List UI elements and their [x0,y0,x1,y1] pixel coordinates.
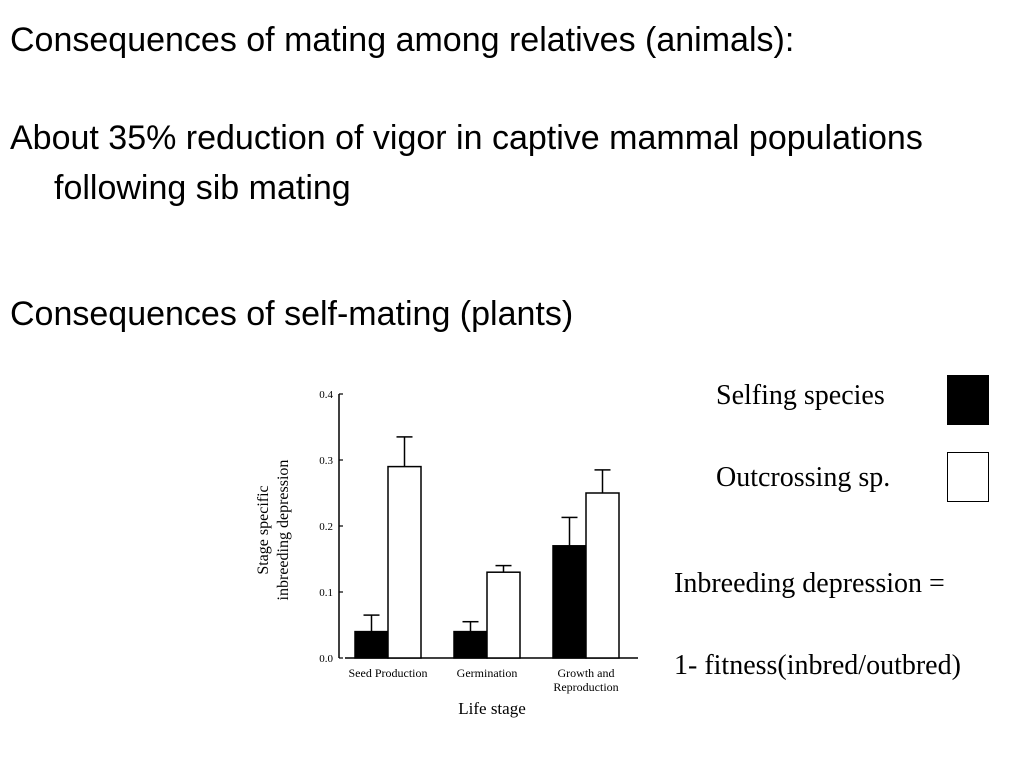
slide-bullet-sib-mating: About 35% reduction of vigor in captive … [10,119,923,207]
legend-label-selfing: Selfing species [716,380,885,411]
bar-selfing [453,630,488,659]
category-label: Reproduction [553,680,618,694]
bar-outcrossing [585,492,620,659]
y-tick-label: 0.3 [319,455,333,467]
y-axis-label: inbreeding depression [275,460,292,601]
bar-outcrossing [387,465,422,659]
slide-heading-plants: Consequences of self-mating (plants) [10,295,574,333]
y-tick-label: 0.1 [319,587,333,599]
formula-line-2: 1- fitness(inbred/outbred) [674,650,961,681]
legend-swatch-outcrossing [947,452,989,502]
bar-selfing [552,545,587,659]
bar-selfing [354,630,389,659]
slide-heading-animals: Consequences of mating among relatives (… [10,21,795,59]
legend-swatch-selfing [947,375,989,425]
y-tick-label: 0.0 [319,653,333,665]
y-tick-label: 0.4 [319,389,333,401]
category-label: Growth and [558,666,615,680]
category-label: Seed Production [349,666,428,680]
y-tick-label: 0.2 [319,521,333,533]
category-label: Germination [457,666,518,680]
y-axis-label: Stage specific [255,485,272,574]
formula-line-1: Inbreeding depression = [674,568,945,599]
x-axis-label: Life stage [458,699,526,718]
legend-label-outcrossing: Outcrossing sp. [716,462,891,493]
bar-outcrossing [486,571,521,659]
